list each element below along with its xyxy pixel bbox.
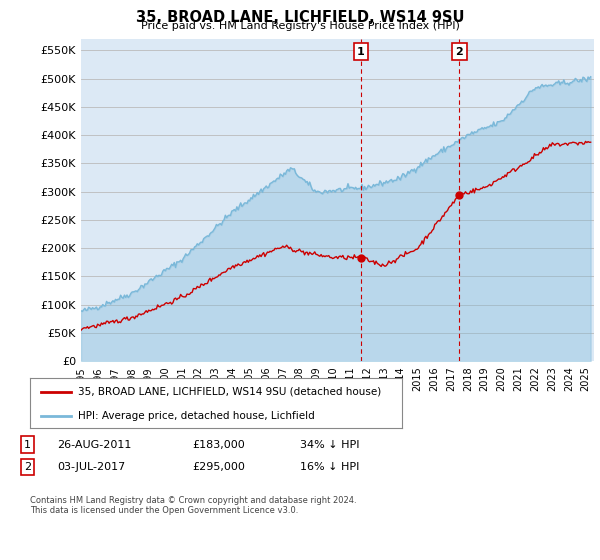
Text: 2: 2 <box>24 462 31 472</box>
Text: Price paid vs. HM Land Registry's House Price Index (HPI): Price paid vs. HM Land Registry's House … <box>140 21 460 31</box>
Text: 35, BROAD LANE, LICHFIELD, WS14 9SU: 35, BROAD LANE, LICHFIELD, WS14 9SU <box>136 10 464 25</box>
Text: HPI: Average price, detached house, Lichfield: HPI: Average price, detached house, Lich… <box>79 411 315 421</box>
Text: 26-AUG-2011: 26-AUG-2011 <box>57 440 131 450</box>
Text: 03-JUL-2017: 03-JUL-2017 <box>57 462 125 472</box>
Text: 1: 1 <box>357 46 365 57</box>
Text: 34% ↓ HPI: 34% ↓ HPI <box>300 440 359 450</box>
Text: 35, BROAD LANE, LICHFIELD, WS14 9SU (detached house): 35, BROAD LANE, LICHFIELD, WS14 9SU (det… <box>79 386 382 396</box>
Text: 2: 2 <box>455 46 463 57</box>
Text: 16% ↓ HPI: 16% ↓ HPI <box>300 462 359 472</box>
Text: £295,000: £295,000 <box>192 462 245 472</box>
Text: Contains HM Land Registry data © Crown copyright and database right 2024.
This d: Contains HM Land Registry data © Crown c… <box>30 496 356 515</box>
Text: 1: 1 <box>24 440 31 450</box>
Text: £183,000: £183,000 <box>192 440 245 450</box>
